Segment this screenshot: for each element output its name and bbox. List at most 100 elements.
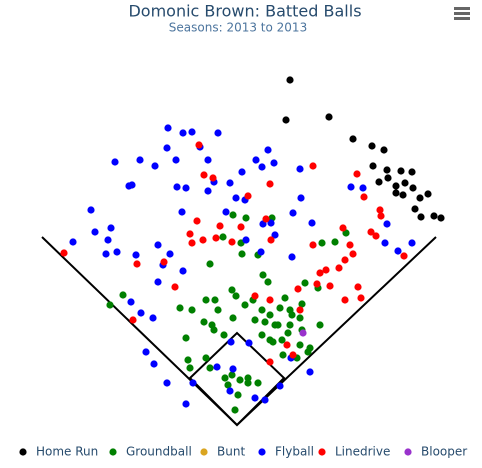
- legend-marker: [318, 448, 326, 456]
- point: [251, 316, 259, 324]
- point: [258, 331, 266, 339]
- point: [111, 158, 119, 166]
- menu-icon-bar[interactable]: [454, 17, 470, 20]
- point: [266, 358, 274, 366]
- point: [102, 250, 110, 258]
- point: [69, 238, 77, 246]
- point: [200, 171, 208, 179]
- point: [234, 391, 242, 399]
- point: [262, 215, 270, 223]
- point: [383, 220, 391, 228]
- point: [60, 249, 68, 257]
- point: [251, 394, 259, 402]
- point: [188, 306, 196, 314]
- point: [204, 187, 212, 195]
- point: [220, 331, 228, 339]
- point: [151, 162, 159, 170]
- point: [383, 166, 391, 174]
- point: [296, 165, 304, 173]
- point: [281, 294, 289, 302]
- point: [182, 400, 190, 408]
- point: [309, 241, 317, 249]
- point: [397, 167, 405, 175]
- legend-label: Linedrive: [335, 445, 390, 459]
- point: [375, 178, 383, 186]
- point: [107, 224, 115, 232]
- point: [137, 309, 145, 317]
- legend-label: Bunt: [217, 445, 245, 459]
- point: [171, 283, 179, 291]
- point: [357, 294, 365, 302]
- point: [264, 146, 272, 154]
- legend-marker: [19, 448, 27, 456]
- point: [244, 374, 252, 382]
- point: [261, 396, 269, 404]
- point: [369, 162, 377, 170]
- point: [160, 258, 168, 266]
- point: [91, 228, 99, 236]
- point: [347, 183, 355, 191]
- chart-title: Domonic Brown: Batted Balls: [128, 2, 361, 21]
- point: [229, 365, 237, 373]
- point: [200, 318, 208, 326]
- point: [341, 296, 349, 304]
- point: [325, 113, 333, 121]
- point: [219, 233, 227, 241]
- point: [213, 363, 221, 371]
- point: [437, 214, 445, 222]
- point: [199, 236, 207, 244]
- point: [306, 344, 314, 352]
- point: [254, 379, 262, 387]
- point: [229, 314, 237, 322]
- menu-icon-bar[interactable]: [454, 12, 470, 15]
- point: [136, 156, 144, 164]
- point: [188, 239, 196, 247]
- point: [286, 321, 294, 329]
- point: [238, 250, 246, 258]
- point: [206, 364, 214, 372]
- legend-marker: [200, 448, 208, 456]
- point: [186, 230, 194, 238]
- menu-icon-bar[interactable]: [454, 7, 470, 10]
- point: [106, 301, 114, 309]
- point: [261, 318, 269, 326]
- point: [241, 301, 249, 309]
- point: [266, 311, 274, 319]
- point: [176, 304, 184, 312]
- point: [276, 304, 284, 312]
- menu-button[interactable]: [450, 4, 474, 24]
- point: [306, 368, 314, 376]
- point: [299, 329, 307, 337]
- legend-label: Flyball: [275, 445, 314, 459]
- point: [258, 163, 266, 171]
- point: [226, 387, 234, 395]
- point: [87, 206, 95, 214]
- legend-label: Home Run: [36, 445, 98, 459]
- point: [184, 356, 192, 364]
- point: [244, 379, 252, 387]
- point: [186, 364, 194, 372]
- point: [271, 231, 279, 239]
- point: [142, 348, 150, 356]
- point: [359, 184, 367, 192]
- point: [349, 250, 357, 258]
- point: [264, 278, 272, 286]
- point: [380, 146, 388, 154]
- point: [258, 306, 266, 314]
- point: [376, 206, 384, 214]
- point: [178, 208, 186, 216]
- point: [259, 271, 267, 279]
- point: [367, 228, 375, 236]
- point: [252, 156, 260, 164]
- point: [266, 296, 274, 304]
- legend-label: Groundball: [126, 445, 192, 459]
- point: [226, 179, 234, 187]
- point: [182, 184, 190, 192]
- point: [224, 381, 232, 389]
- point: [349, 135, 357, 143]
- point: [228, 238, 236, 246]
- point: [149, 314, 157, 322]
- point: [322, 266, 330, 274]
- point: [104, 236, 112, 244]
- point: [206, 260, 214, 268]
